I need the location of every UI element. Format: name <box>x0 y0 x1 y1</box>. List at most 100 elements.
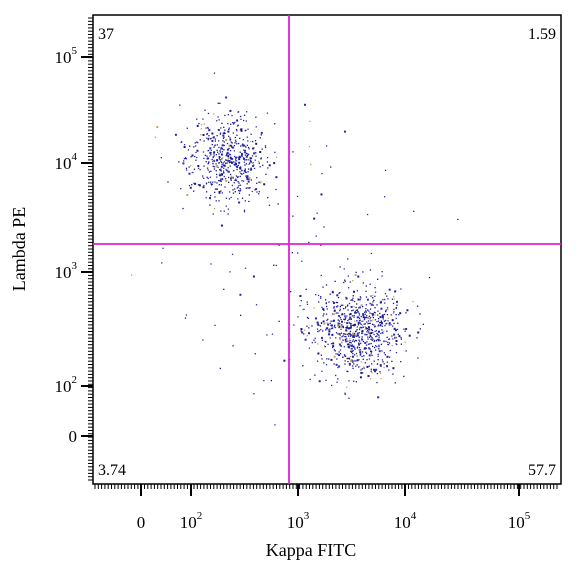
event-dot <box>244 168 246 170</box>
event-dot <box>350 334 352 336</box>
event-dot <box>369 302 371 305</box>
event-dot <box>212 136 214 139</box>
event-dot <box>374 326 376 328</box>
event-dot <box>220 161 223 164</box>
event-dot <box>306 303 309 305</box>
event-dot <box>358 320 361 322</box>
event-dot <box>345 341 347 343</box>
event-dot <box>208 129 211 132</box>
event-dot <box>349 356 352 358</box>
event-dot <box>370 328 373 331</box>
event-dot <box>359 349 362 351</box>
event-dot <box>333 306 335 308</box>
event-dot <box>230 179 232 181</box>
event-dot <box>348 322 351 324</box>
event-dot <box>365 304 367 306</box>
event-dot <box>162 247 164 249</box>
event-dot <box>207 162 210 164</box>
event-dot <box>348 327 350 330</box>
event-dot <box>322 330 324 332</box>
event-dot <box>229 271 231 273</box>
event-dot <box>345 306 347 308</box>
event-dot <box>206 155 208 157</box>
event-dot <box>259 166 261 168</box>
event-dot <box>335 363 338 366</box>
event-dot <box>240 172 242 175</box>
event-dot <box>233 122 235 124</box>
event-dot <box>264 146 267 149</box>
event-dot <box>382 299 384 301</box>
event-dot <box>228 176 230 179</box>
event-dot <box>351 310 353 312</box>
event-dot <box>371 339 373 341</box>
event-dot <box>218 162 220 164</box>
event-dot <box>392 312 395 314</box>
event-dot <box>377 338 379 341</box>
event-dot <box>223 210 225 212</box>
event-dot <box>215 165 218 167</box>
event-dot <box>209 176 212 178</box>
event-dot <box>256 182 258 184</box>
event-dot <box>243 119 245 122</box>
event-dot <box>333 326 336 328</box>
event-dot <box>368 354 371 357</box>
event-dot <box>302 365 304 367</box>
event-dot <box>205 197 207 199</box>
event-dot <box>380 378 382 380</box>
event-dot <box>360 361 363 363</box>
event-dot <box>230 144 232 147</box>
event-dot <box>365 290 367 292</box>
event-dot <box>368 332 370 334</box>
event-dot <box>237 198 239 200</box>
event-dot <box>319 325 322 327</box>
event-dot <box>339 339 341 341</box>
event-dot <box>220 184 222 186</box>
event-dot <box>403 328 405 330</box>
event-dot <box>185 167 188 169</box>
event-dot <box>261 148 263 150</box>
event-dot <box>316 360 319 362</box>
event-dot <box>233 155 236 158</box>
event-dot <box>361 324 364 326</box>
event-dot <box>339 337 341 339</box>
event-dot <box>238 142 240 145</box>
event-dot <box>330 343 333 345</box>
event-dot <box>219 172 221 174</box>
event-dot <box>212 213 214 215</box>
event-dot <box>345 329 348 332</box>
event-dot <box>259 181 262 184</box>
event-dot <box>189 145 191 147</box>
event-dot <box>383 340 385 342</box>
event-dot <box>233 150 235 152</box>
event-dot <box>343 346 345 348</box>
event-dot <box>363 355 365 357</box>
event-dot <box>391 298 394 300</box>
event-dot <box>325 302 327 305</box>
event-dot <box>213 159 215 162</box>
event-dot <box>384 169 387 171</box>
event-dot <box>236 165 238 167</box>
event-dot <box>352 280 354 282</box>
event-dot <box>358 349 360 351</box>
event-dot <box>343 354 346 356</box>
event-dot <box>337 324 339 327</box>
event-dot <box>362 282 364 284</box>
event-dot <box>361 336 363 338</box>
event-dot <box>395 307 397 309</box>
event-dot <box>225 155 227 157</box>
event-dot <box>325 299 327 301</box>
event-dot <box>275 264 277 267</box>
event-dot <box>209 197 211 200</box>
event-dot <box>338 315 340 318</box>
event-dot <box>393 298 396 300</box>
event-dot <box>322 315 324 317</box>
event-dot <box>330 324 333 327</box>
event-dot <box>196 124 199 127</box>
event-dot <box>346 386 348 388</box>
event-dot <box>316 212 318 214</box>
event-dot <box>252 147 254 150</box>
event-dot <box>344 279 346 281</box>
event-dot <box>219 367 221 370</box>
event-dot <box>369 348 371 350</box>
event-dot <box>373 360 375 362</box>
